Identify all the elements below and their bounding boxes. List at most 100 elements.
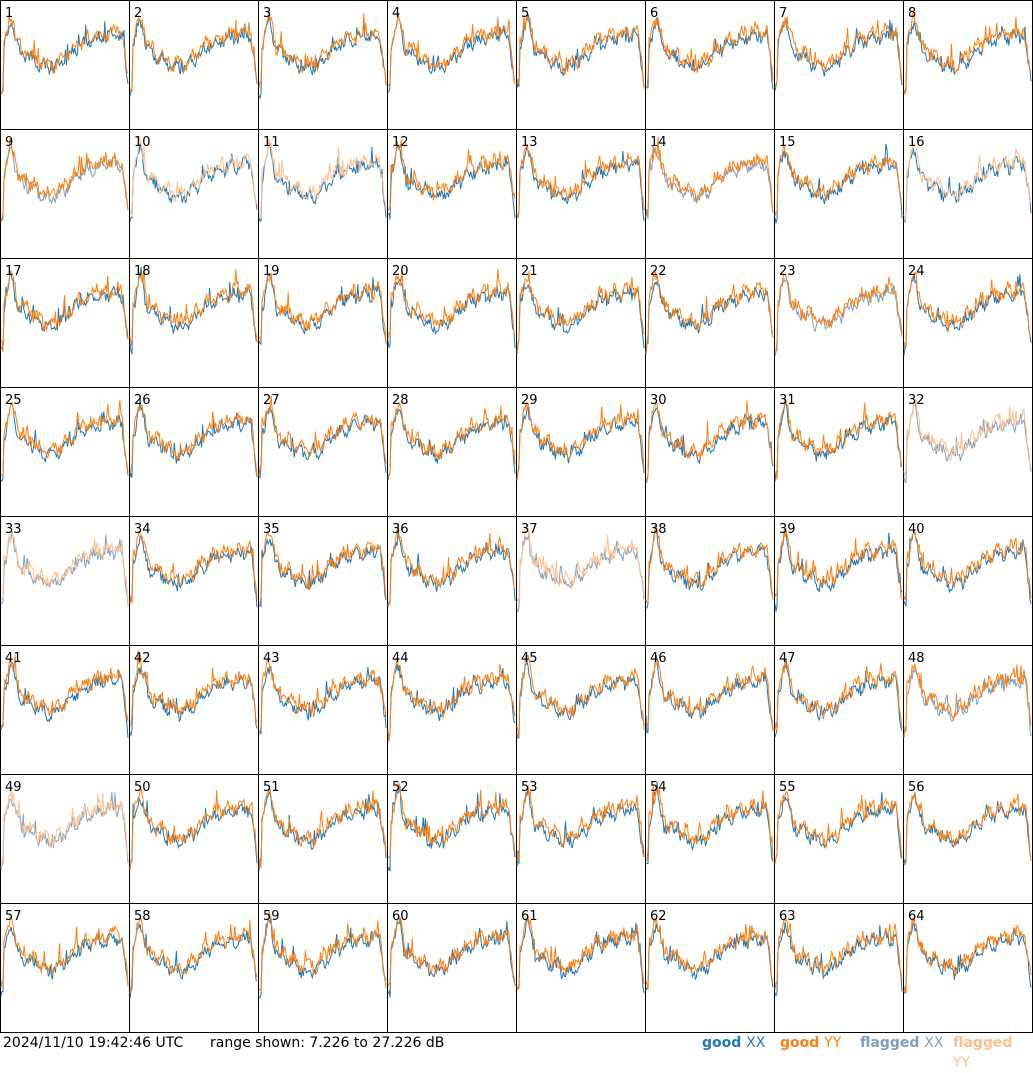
series-xx-62 [645,923,774,991]
panel-54: 54 [645,774,775,904]
panel-3: 3 [258,0,388,130]
panel-label: 40 [908,522,925,537]
series-yy-49 [0,786,129,868]
panel-35: 35 [258,516,388,646]
panel-frame [774,645,904,775]
panel-19: 19 [258,258,388,388]
panel-38: 38 [645,516,775,646]
panel-frame [258,903,388,1033]
panel-label: 34 [134,522,151,537]
series-xx-27 [258,404,387,479]
panel-label: 28 [392,393,409,408]
panel-53: 53 [516,774,646,904]
panel-label: 45 [521,651,538,666]
panel-56: 56 [903,774,1033,904]
panel-27: 27 [258,387,388,517]
panel-frame [516,0,646,130]
series-yy-31 [774,398,903,480]
panel-51: 51 [258,774,388,904]
panel-frame [129,387,259,517]
series-xx-57 [0,926,129,997]
panel-label: 3 [263,6,271,21]
series-yy-36 [387,529,516,606]
panel-label: 31 [779,393,796,408]
series-yy-12 [387,140,516,211]
series-yy-13 [516,143,645,219]
panel-22: 22 [645,258,775,388]
series-xx-6 [645,16,774,90]
series-yy-10 [129,136,258,217]
panel-frame [516,903,646,1033]
panel-47: 47 [774,645,904,775]
panel-frame [387,903,517,1033]
panel-frame [516,645,646,775]
series-yy-57 [0,916,129,988]
panel-17: 17 [0,258,130,388]
panel-label: 50 [134,780,151,795]
panel-6: 6 [645,0,775,130]
panel-frame [0,0,130,130]
legend-flagged-yy: flagged YY [953,1035,1013,1071]
series-yy-26 [129,404,258,476]
panel-50: 50 [129,774,259,904]
panel-label: 19 [263,264,280,279]
series-yy-7 [774,16,903,89]
panel-24: 24 [903,258,1033,388]
series-yy-4 [387,13,516,86]
series-xx-48 [903,668,1032,738]
panel-frame [258,0,388,130]
panel-label: 13 [521,135,538,150]
panel-label: 29 [521,393,538,408]
series-xx-25 [0,401,129,482]
series-yy-30 [645,400,774,482]
series-yy-16 [903,143,1032,222]
panel-41: 41 [0,645,130,775]
series-yy-59 [258,910,387,993]
panel-18: 18 [129,258,259,388]
series-yy-41 [0,655,129,729]
series-yy-32 [903,398,1032,477]
panel-frame [387,774,517,904]
panel-label: 9 [5,135,13,150]
panel-7: 7 [774,0,904,130]
range-shown: range shown: 7.226 to 27.226 dB [210,1035,445,1051]
panel-8: 8 [903,0,1033,130]
series-xx-35 [258,537,387,608]
panel-label: 56 [908,780,925,795]
panel-label: 46 [650,651,667,666]
panel-label: 26 [134,393,151,408]
panel-frame [903,387,1033,517]
panel-36: 36 [387,516,517,646]
series-yy-50 [129,786,258,870]
panel-label: 23 [779,264,796,279]
panel-4: 4 [387,0,517,130]
series-xx-36 [387,524,516,607]
panel-12: 12 [387,129,517,259]
panel-48: 48 [903,645,1033,775]
panel-label: 48 [908,651,925,666]
panel-label: 14 [650,135,667,150]
panel-20: 20 [387,258,517,388]
series-yy-38 [645,523,774,604]
series-xx-40 [903,529,1032,607]
series-yy-42 [129,650,258,726]
series-xx-34 [129,534,258,608]
panel-label: 59 [263,909,280,924]
panel-29: 29 [516,387,646,517]
series-xx-23 [774,277,903,357]
panel-55: 55 [774,774,904,904]
panel-26: 26 [129,387,259,517]
series-yy-1 [0,15,129,95]
panel-63: 63 [774,903,904,1033]
legend-good-yy: good YY [780,1035,842,1051]
series-yy-39 [774,529,903,600]
series-xx-56 [903,794,1032,865]
panel-frame [903,129,1033,259]
footer: 2024/11/10 19:42:46 UTC range shown: 7.2… [0,1033,1033,1071]
series-yy-62 [645,917,774,991]
panel-label: 60 [392,909,409,924]
series-yy-18 [129,266,258,346]
panel-label: 20 [392,264,409,279]
panel-58: 58 [129,903,259,1033]
panel-60: 60 [387,903,517,1033]
